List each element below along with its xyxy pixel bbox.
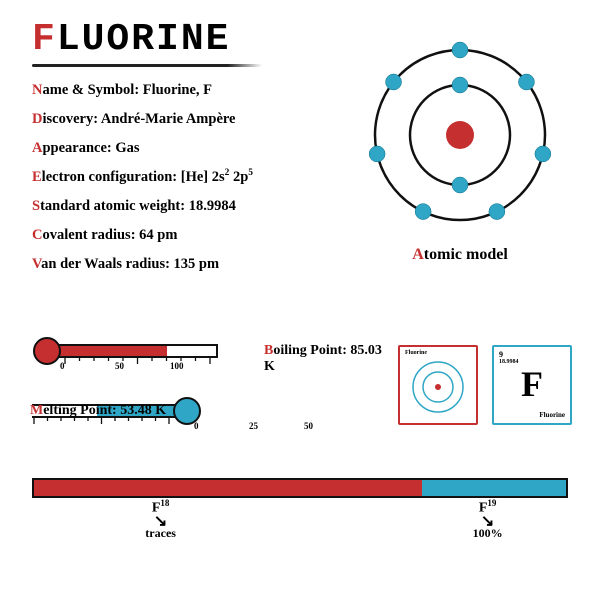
- element-card: Fluorine: [398, 345, 478, 425]
- facts-list: Name & Symbol: Fluorine, F Discovery: And…: [32, 80, 253, 283]
- isotope-labels: F18↘traces F19↘100%: [32, 498, 568, 558]
- element-card: 918.9984FFluorine: [492, 345, 572, 425]
- thermometer: Boiling Point: 85.03 K050100: [32, 335, 392, 377]
- title-underline: [32, 64, 262, 67]
- fact-row: Electron configuration: [He] 2s2 2p5: [32, 167, 253, 188]
- isotope-item: F18↘traces: [145, 498, 176, 541]
- atomic-model: Atomic model: [350, 35, 570, 264]
- isotope-bar-fill: [32, 478, 568, 498]
- isotope-bar: F18↘traces F19↘100%: [32, 478, 568, 558]
- thermometers: Boiling Point: 85.03 K050100 Melting Poin…: [32, 335, 392, 455]
- fact-row: Standard atomic weight: 18.9984: [32, 196, 253, 217]
- fact-row: Covalent radius: 64 pm: [32, 225, 253, 246]
- page-title: FLUORINE: [32, 18, 230, 61]
- isotope-segment: [34, 480, 422, 496]
- fact-row: Van der Waals radius: 135 pm: [32, 254, 253, 275]
- info-cards: Fluorine918.9984FFluorine: [398, 345, 572, 425]
- atom-diagram: [360, 35, 560, 235]
- atomic-model-label: Atomic model: [350, 246, 570, 264]
- fact-row: Name & Symbol: Fluorine, F: [32, 80, 253, 101]
- isotope-segment: [422, 480, 566, 496]
- isotope-item: F19↘100%: [473, 498, 503, 541]
- fact-row: Appearance: Gas: [32, 138, 253, 159]
- thermometer: Melting Point: 53.48 K02550: [32, 395, 392, 437]
- fact-row: Discovery: André-Marie Ampère: [32, 109, 253, 130]
